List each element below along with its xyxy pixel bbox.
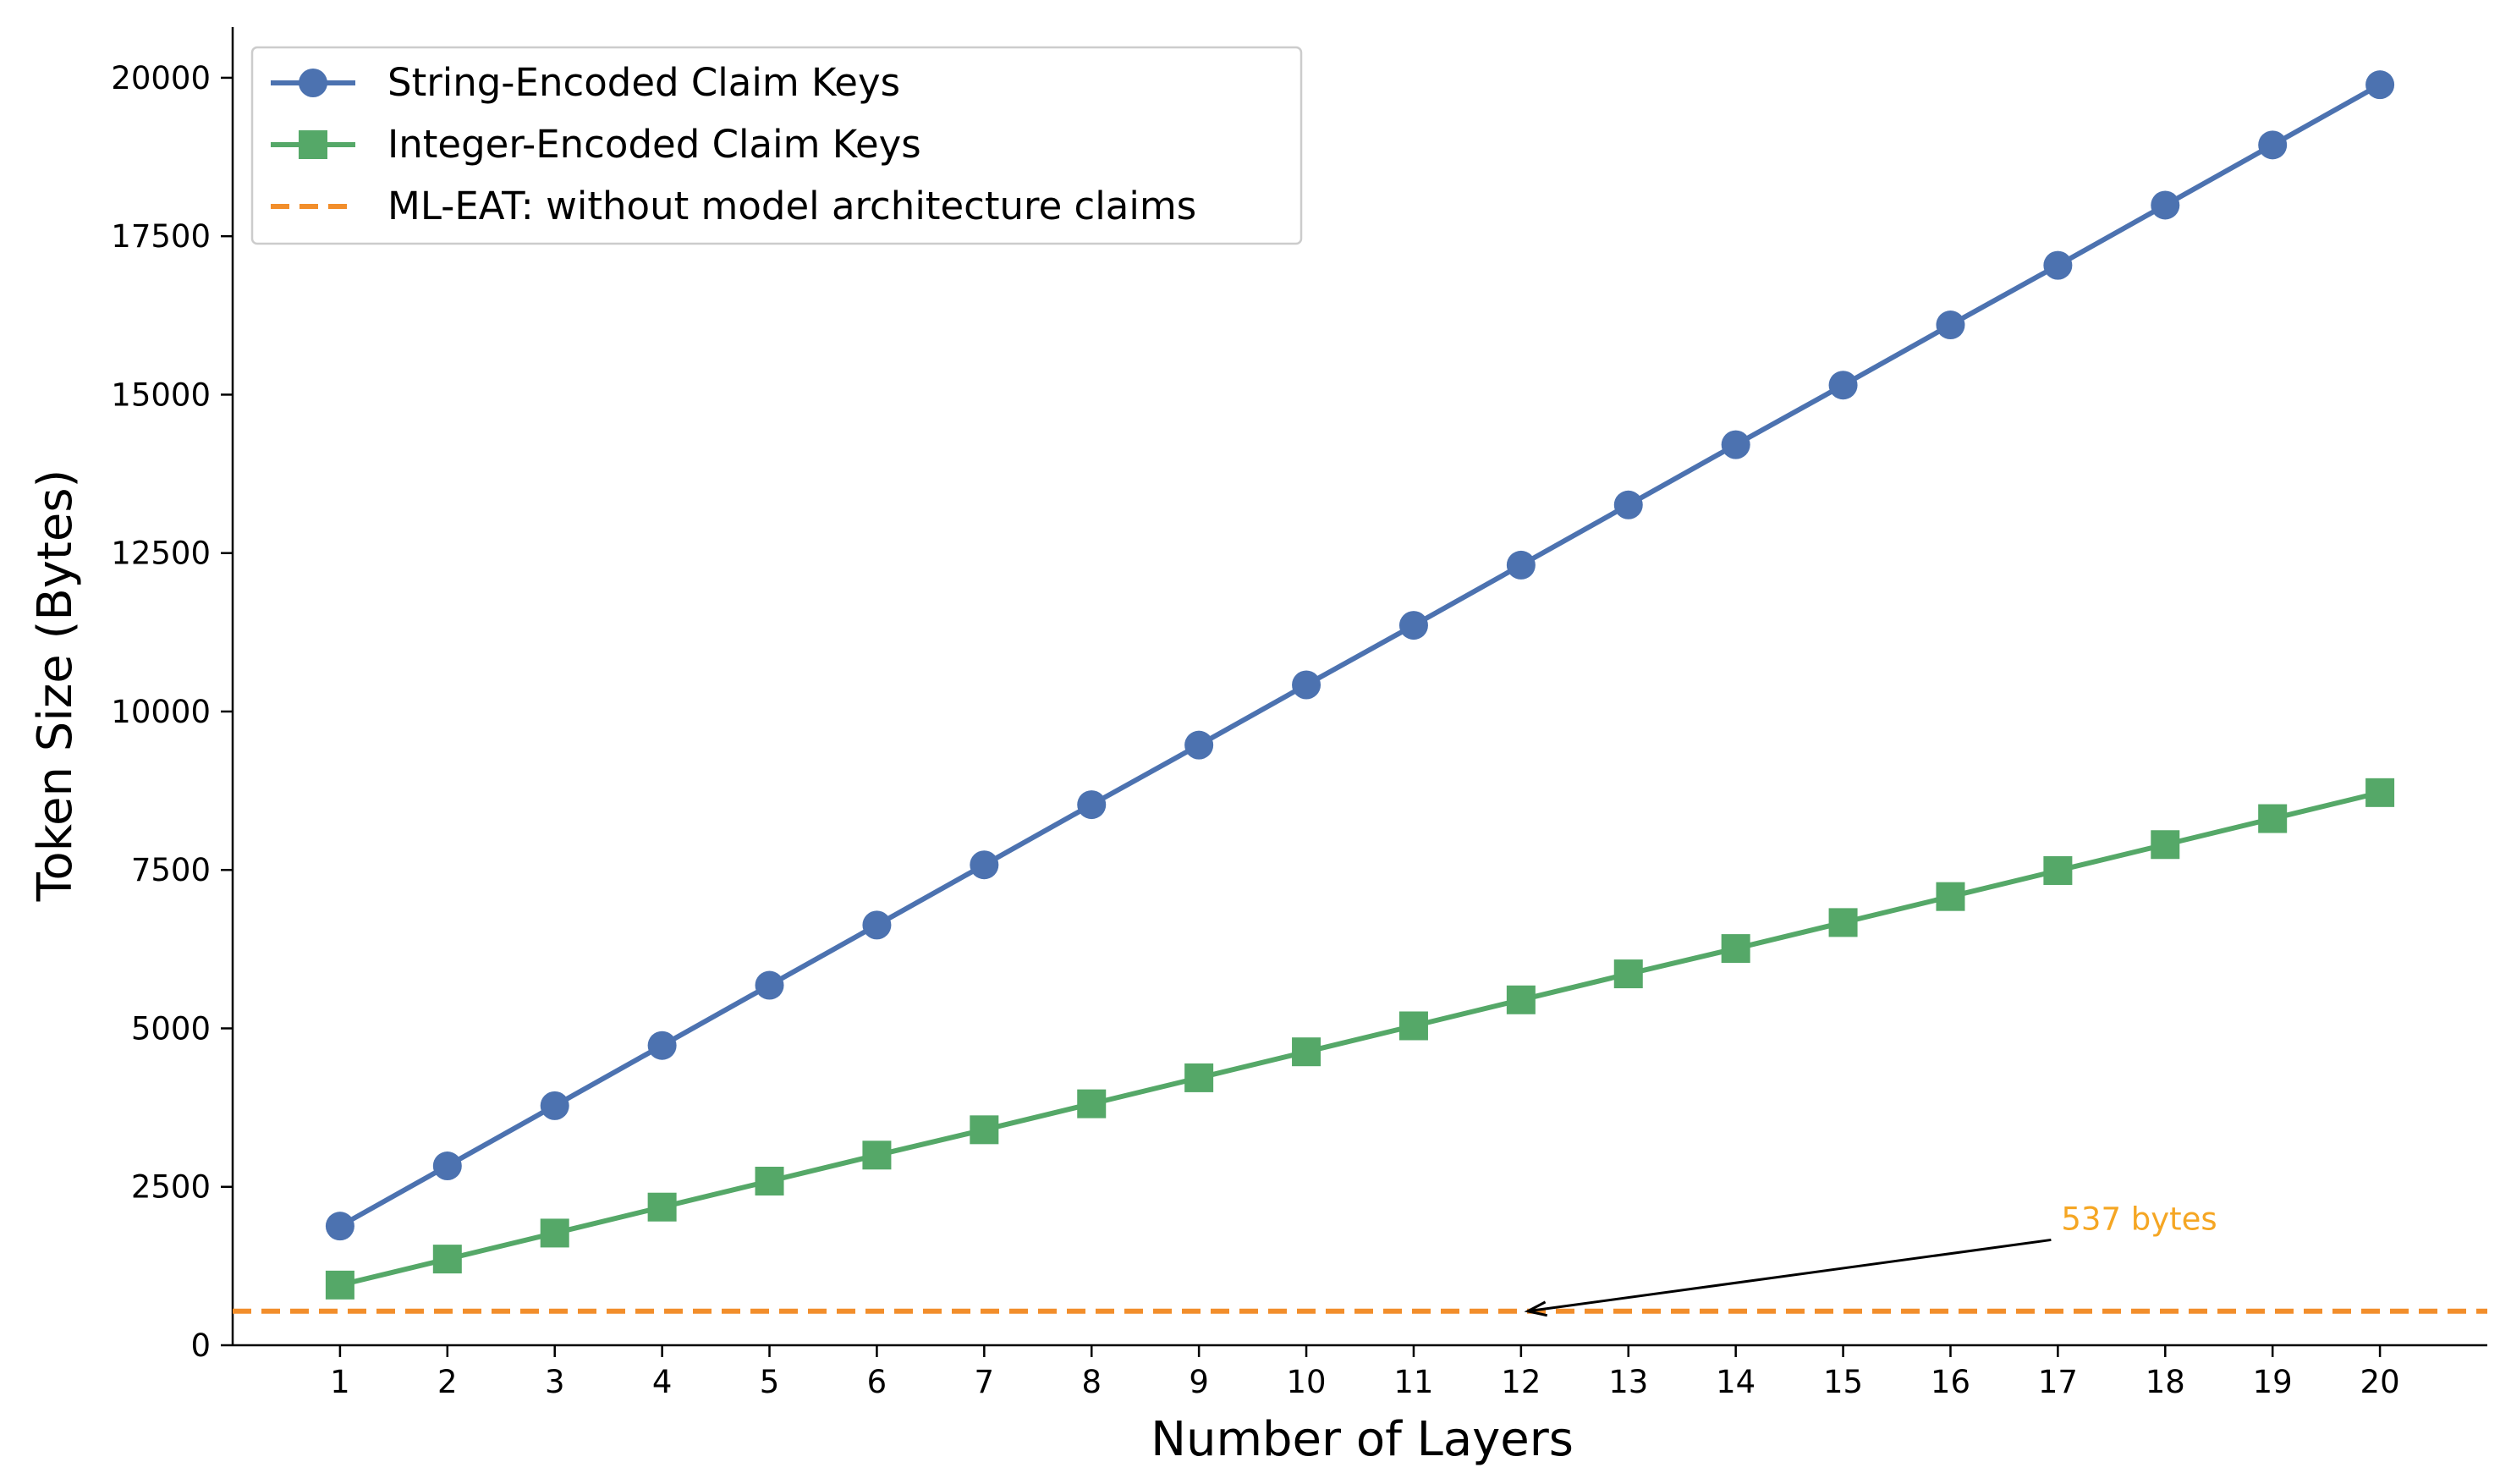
data-point: [1828, 908, 1858, 937]
data-point: [540, 1218, 569, 1248]
y-tick-label: 20000: [111, 60, 211, 96]
data-point: [325, 1212, 354, 1241]
data-point: [1184, 730, 1214, 760]
data-point: [1613, 490, 1643, 519]
data-point: [862, 910, 892, 940]
x-tick-label: 20: [2360, 1364, 2400, 1400]
x-tick-label: 19: [2253, 1364, 2293, 1400]
data-point: [1398, 1011, 1428, 1041]
legend-label: String-Encoded Claim Keys: [387, 60, 900, 105]
y-tick-label: 15000: [111, 376, 211, 413]
data-point: [1936, 311, 1965, 340]
data-point: [1398, 611, 1428, 640]
annotation-label: 537 bytes: [2061, 1201, 2217, 1237]
data-point: [2043, 250, 2073, 280]
data-point: [1184, 1063, 1214, 1092]
data-point: [299, 130, 327, 159]
data-point: [862, 1140, 892, 1170]
data-point: [1828, 371, 1858, 400]
x-tick-label: 4: [652, 1364, 673, 1400]
data-point: [1077, 1089, 1107, 1118]
data-point: [299, 69, 327, 97]
data-point: [970, 850, 999, 880]
annotation-layer: 537 bytes: [1524, 1201, 2217, 1317]
series-line: [339, 789, 2381, 1288]
legend: String-Encoded Claim Keys Integer-Encoded…: [250, 46, 1303, 245]
y-tick-label: 7500: [131, 852, 211, 888]
data-point: [755, 970, 784, 1000]
data-point: [2151, 190, 2180, 220]
data-point: [540, 1091, 569, 1120]
data-point: [1613, 959, 1643, 989]
x-tick-label: 13: [1608, 1364, 1648, 1400]
data-point: [970, 1115, 999, 1145]
series-layer: [325, 70, 2395, 1300]
x-tick-label: 1: [330, 1364, 350, 1400]
data-point: [755, 1166, 784, 1195]
data-point: [2043, 855, 2073, 885]
annotation-arrowhead: [1524, 1300, 1548, 1317]
x-tick-label: 12: [1501, 1364, 1541, 1400]
data-point: [1506, 550, 1536, 580]
x-tick-label: 8: [1081, 1364, 1102, 1400]
x-tick-label: 16: [1931, 1364, 1970, 1400]
series-line: [338, 82, 2382, 1228]
y-tick-label: 10000: [111, 694, 211, 730]
data-point: [647, 1192, 677, 1222]
x-tick-label: 14: [1716, 1364, 1756, 1400]
data-point: [2258, 130, 2288, 160]
x-tick-label: 15: [1823, 1364, 1863, 1400]
x-tick-label: 6: [867, 1364, 887, 1400]
x-tick-label: 3: [545, 1364, 565, 1400]
x-tick-label: 2: [437, 1364, 458, 1400]
y-tick-label: 5000: [131, 1010, 211, 1047]
data-point: [2365, 778, 2395, 807]
data-point: [647, 1031, 677, 1060]
data-point: [1292, 1037, 1321, 1067]
y-tick-label: 0: [190, 1327, 211, 1364]
x-tick-label: 11: [1393, 1364, 1433, 1400]
legend-label: ML-EAT: without model architecture claim…: [387, 184, 1196, 228]
data-point: [1077, 790, 1107, 820]
x-tick-label: 5: [760, 1364, 780, 1400]
legend-item: String-Encoded Claim Keys: [271, 60, 900, 105]
legend-item: Integer-Encoded Claim Keys: [271, 122, 921, 167]
data-point: [2151, 830, 2180, 860]
y-tick-label: 2500: [131, 1169, 211, 1206]
data-point: [2365, 70, 2395, 100]
y-tick-label: 12500: [111, 536, 211, 572]
data-point: [1721, 430, 1750, 459]
legend-label: Integer-Encoded Claim Keys: [387, 122, 921, 167]
x-tick-label: 9: [1189, 1364, 1209, 1400]
data-point: [2258, 804, 2288, 833]
data-point: [1936, 882, 1965, 911]
data-point: [1292, 670, 1321, 700]
series-integer-encoded-claim-keys: [325, 778, 2395, 1300]
legend-box: [250, 46, 1303, 245]
data-point: [432, 1245, 462, 1274]
y-tick-label: 17500: [111, 218, 211, 255]
series-string-encoded-claim-keys: [325, 70, 2395, 1241]
x-axis-label: Number of Layers: [1151, 1412, 1574, 1467]
data-point: [325, 1270, 354, 1300]
data-point: [432, 1151, 462, 1181]
annotation-arrow: [1527, 1238, 2052, 1313]
x-tick-label: 10: [1287, 1364, 1327, 1400]
x-tick-label: 18: [2146, 1364, 2185, 1400]
data-point: [1721, 934, 1750, 964]
x-tick-label: 7: [975, 1364, 995, 1400]
data-point: [1506, 985, 1536, 1014]
x-tick-label: 17: [2038, 1364, 2078, 1400]
legend-item: ML-EAT: without model architecture claim…: [271, 184, 1196, 228]
y-axis-label: Token Size (Bytes): [28, 470, 83, 903]
